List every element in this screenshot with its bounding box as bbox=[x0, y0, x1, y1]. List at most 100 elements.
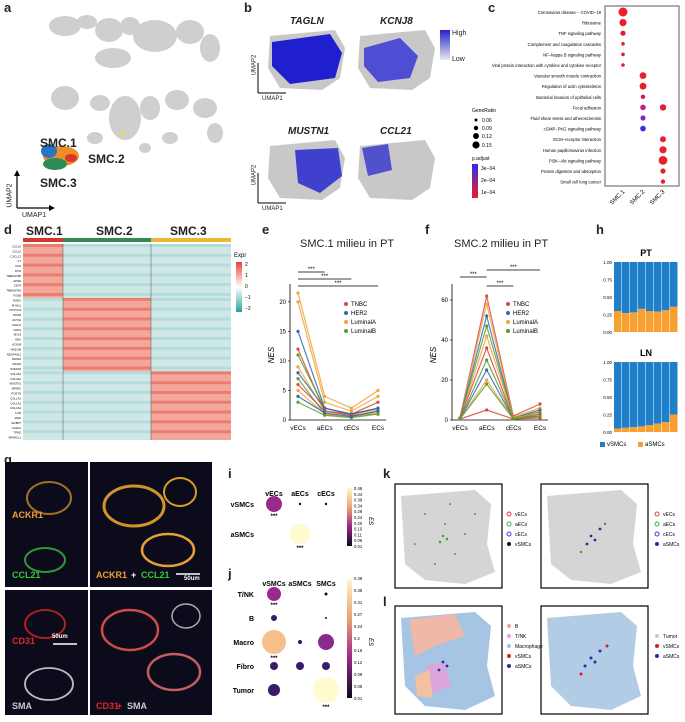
smc1-label: SMC.1 bbox=[40, 136, 77, 150]
expr-tick-m2: −2 bbox=[245, 306, 251, 312]
nes-line bbox=[297, 401, 379, 419]
nes-point bbox=[376, 412, 380, 416]
nes-point bbox=[485, 346, 489, 350]
gene-label: NOTCH3 bbox=[10, 308, 22, 312]
nes-point bbox=[296, 371, 300, 375]
x-tick-label: ECs bbox=[534, 425, 547, 432]
gene-label: RGS5 bbox=[13, 313, 21, 317]
heat-row bbox=[63, 400, 151, 404]
expr-tick-1: 1 bbox=[245, 273, 248, 279]
heat-row bbox=[23, 371, 63, 375]
y-tick-label: 20 bbox=[279, 300, 286, 306]
bar-asmc bbox=[662, 310, 670, 332]
bar-asmc bbox=[638, 426, 646, 432]
es-col-label: SMCs bbox=[316, 581, 336, 588]
heat-row bbox=[63, 391, 151, 394]
heat-row bbox=[23, 297, 63, 301]
nes-line bbox=[459, 295, 541, 419]
bar-asmc bbox=[622, 313, 630, 332]
ccl21-plot bbox=[358, 140, 435, 200]
bar-asmc bbox=[646, 425, 654, 432]
bar-vsmc bbox=[630, 362, 638, 428]
bar-asmc bbox=[622, 427, 630, 432]
panel-a-umap bbox=[14, 15, 223, 211]
es-tick: 0.15 bbox=[354, 527, 363, 532]
panel-d-heatmap: CCL19CCL21CXCL12C7CFDDCNTMEM176BAPOECD74… bbox=[6, 238, 251, 440]
gene-label: MUSTN1 bbox=[10, 382, 22, 386]
pathway-label: TNF signaling pathway bbox=[558, 31, 601, 36]
gene-label: CD74 bbox=[14, 284, 22, 288]
heat-row bbox=[151, 400, 231, 404]
bar-ytick: 1.00 bbox=[603, 260, 612, 265]
legend-asmc-label: aSMCs bbox=[645, 442, 665, 448]
es-sig: *** bbox=[270, 656, 278, 662]
heat-row bbox=[23, 346, 63, 350]
panel-k-spatial: vECs aECs cECs vSMCs vECs aECs cECs aSMC… bbox=[394, 483, 680, 589]
nes-point bbox=[296, 347, 300, 351]
xtick-label: SMC.3 bbox=[649, 189, 667, 207]
panel-b-xlabel-top: UMAP1 bbox=[262, 96, 283, 102]
gene-label: TMEM176A bbox=[6, 289, 21, 293]
nes-point bbox=[296, 382, 300, 387]
heat-row bbox=[151, 371, 231, 375]
heat-row bbox=[151, 420, 231, 424]
legend-label: LuminalB bbox=[513, 329, 538, 335]
bar-vsmc bbox=[670, 362, 678, 415]
gene-label: POSTN bbox=[11, 392, 21, 396]
panel-h-label: h bbox=[596, 222, 604, 237]
pathway-dot bbox=[639, 82, 647, 90]
y-tick-label: 60 bbox=[441, 298, 448, 304]
heat-row bbox=[63, 327, 151, 331]
gene-label: SPARC bbox=[12, 387, 21, 391]
gene-ccl21: CCL21 bbox=[380, 126, 412, 137]
panel-b-xlabel-bottom: UMAP1 bbox=[262, 206, 283, 212]
gene-label: IGFBP7 bbox=[11, 421, 21, 425]
bar-vsmc bbox=[662, 362, 670, 423]
heat-row bbox=[23, 317, 63, 321]
nes-point bbox=[376, 388, 380, 393]
pathway-label: Regulation of actin cytoskeleton bbox=[542, 84, 602, 89]
nes-line bbox=[297, 395, 379, 418]
padj-title: p.adjust bbox=[472, 156, 490, 162]
gene-label: COL4A1 bbox=[10, 372, 21, 376]
micro-cd31-sma-merge bbox=[90, 590, 212, 715]
bar-vsmc bbox=[654, 262, 662, 312]
heat-row bbox=[151, 327, 231, 331]
es-row-label: B bbox=[249, 616, 254, 623]
legend-label: TNBC bbox=[351, 302, 368, 308]
es-col-label: aSMCs bbox=[288, 581, 311, 588]
legend-dot bbox=[344, 320, 348, 324]
bar-asmc bbox=[662, 422, 670, 432]
gene-label: CCL21 bbox=[12, 249, 21, 253]
heat-row bbox=[23, 283, 63, 287]
pathway-dot bbox=[621, 52, 625, 57]
es-row-label: Tumor bbox=[233, 688, 255, 695]
y-tick-label: 20 bbox=[441, 378, 448, 384]
es-col-label: cECs bbox=[317, 491, 335, 498]
gene-kcnj8: KCNJ8 bbox=[380, 16, 413, 27]
panel-k-label: k bbox=[383, 466, 391, 481]
panel-l-spatial: B T/NK Macrophage vSMCs aSMCs Tumor vSMC… bbox=[394, 605, 680, 715]
nes-point bbox=[376, 400, 380, 404]
panel-g-label: g bbox=[4, 452, 12, 467]
x-tick-label: ECs bbox=[372, 425, 385, 432]
es-colorbar bbox=[347, 578, 352, 698]
es-tick: 0.34 bbox=[354, 503, 363, 508]
es-tick: 0.06 bbox=[354, 538, 363, 543]
nes-point bbox=[296, 377, 300, 381]
l-legend2-asmcs: aSMCs bbox=[663, 654, 680, 660]
smc2-label: SMC.2 bbox=[88, 152, 125, 166]
panel-h-bars: PT 1.00 0.75 0.50 0.25 0.00 LN 1.00 0.75 0.50 0.25… bbox=[600, 248, 678, 448]
heat-row bbox=[23, 307, 63, 311]
marker-ackr1: ACKR1 bbox=[12, 510, 44, 520]
es-tick: 0.29 bbox=[354, 509, 363, 514]
bar-vsmc bbox=[646, 262, 654, 311]
panel-f-chart: 0 20 40 60 vECs aECs cECs ECs NES TNBC HER2 Luminal… bbox=[429, 265, 548, 432]
panel-e-title: SMC.1 milieu in PT bbox=[300, 238, 395, 250]
gene-label: CALD1 bbox=[12, 426, 21, 430]
es-tick: 0.39 bbox=[354, 498, 363, 503]
x-tick-label: aECs bbox=[479, 425, 496, 432]
heat-row bbox=[151, 356, 231, 360]
legend-label: TNBC bbox=[513, 302, 530, 308]
nes-line bbox=[459, 313, 541, 419]
